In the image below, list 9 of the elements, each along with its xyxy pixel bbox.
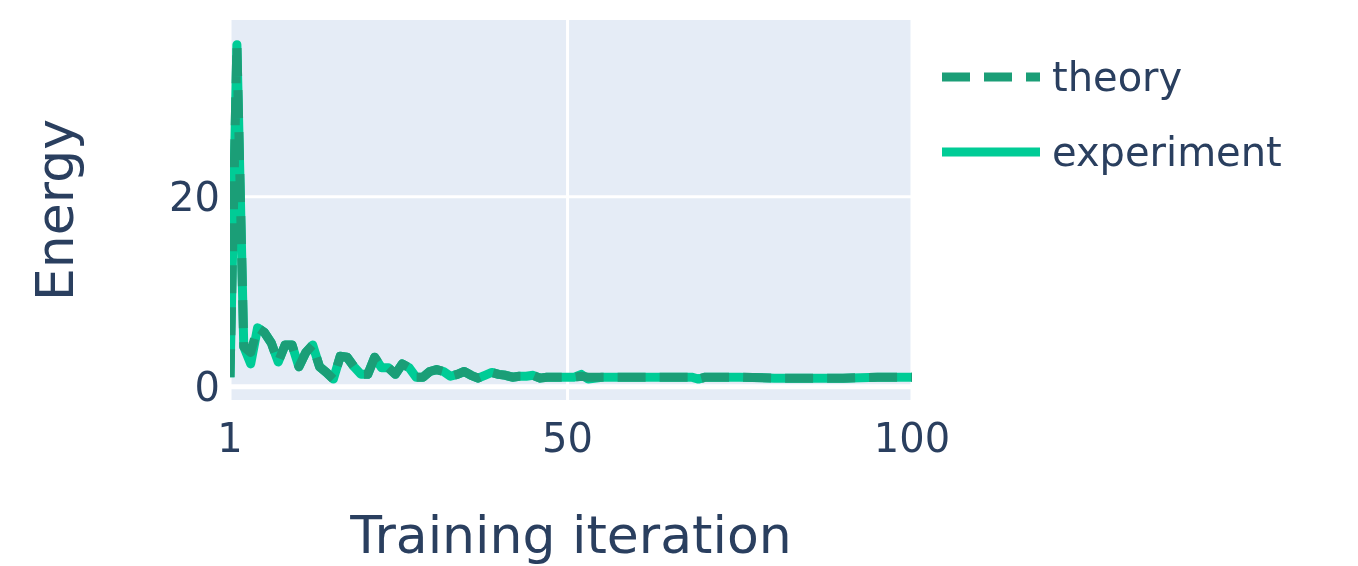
- y-axis-title: Energy: [25, 118, 85, 302]
- legend-label: experiment: [1052, 129, 1282, 175]
- x-tick-label: 1: [217, 415, 243, 461]
- y-tick-label: 20: [169, 173, 220, 220]
- y-tick-label: 0: [194, 363, 220, 410]
- x-tick-label: 100: [873, 415, 951, 461]
- x-tick-label: 50: [542, 415, 594, 461]
- legend-label: theory: [1052, 54, 1183, 100]
- x-axis-title: Training iteration: [349, 505, 792, 565]
